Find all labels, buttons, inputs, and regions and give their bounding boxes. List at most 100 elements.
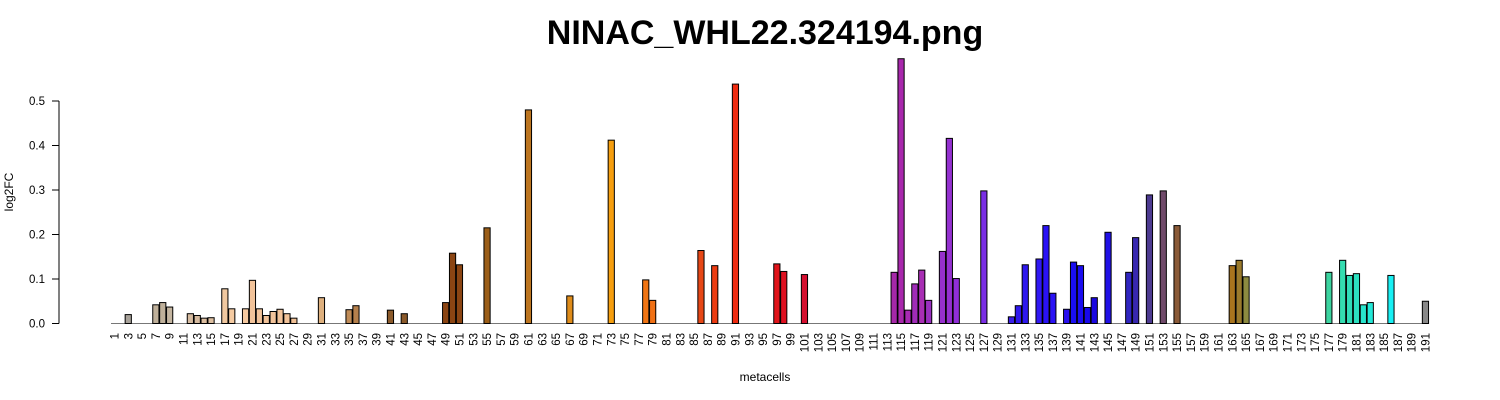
x-tick-label: 121 (937, 333, 949, 352)
x-tick-label: 133 (1020, 333, 1032, 352)
x-tick-label: 161 (1213, 333, 1225, 352)
x-tick-label: 169 (1269, 333, 1281, 352)
x-tick-label: 101 (799, 333, 811, 352)
y-tick-label: 0.4 (29, 141, 46, 153)
x-tick-label: 77 (634, 333, 646, 346)
bar-metacell-88 (711, 265, 719, 324)
bar-metacell-35 (345, 309, 353, 324)
x-axis: 1 3 5 7 9 11 13 15 17 19 21 23 25 27 29 31 33 35 37 39 41 43 4… (109, 333, 1432, 352)
x-tick-label: 105 (827, 333, 839, 352)
x-tick-label: 63 (537, 333, 549, 346)
x-tick-label: 3 (123, 333, 135, 339)
x-tick-label: 135 (1034, 333, 1046, 352)
x-tick-label: 99 (786, 333, 798, 346)
x-tick-label: 189 (1407, 333, 1419, 352)
x-tick-label: 177 (1324, 333, 1336, 352)
x-tick-label: 7 (151, 333, 163, 339)
x-tick-label: 87 (703, 333, 715, 346)
x-tick-label: 97 (772, 333, 784, 346)
bar-metacell-98 (780, 270, 788, 325)
bar-metacell-116 (904, 309, 912, 324)
bar-metacell-164 (1235, 259, 1243, 324)
x-tick-label: 21 (247, 333, 259, 346)
x-tick-label: 129 (993, 333, 1005, 352)
y-tick-label: 0.2 (29, 230, 45, 242)
x-tick-label: 69 (579, 333, 591, 346)
y-axis: 0.0 0.1 0.2 0.3 0.4 0.5 (29, 96, 60, 331)
bar-metacell-101 (800, 274, 809, 324)
x-tick-label: 43 (399, 333, 411, 346)
x-tick-label: 103 (813, 333, 825, 352)
bar-metacell-17 (221, 288, 229, 325)
x-tick-label: 75 (620, 333, 632, 346)
bar-metacell-181 (1352, 273, 1361, 325)
bar-metacell-180 (1345, 274, 1354, 325)
x-tick-label: 123 (951, 333, 963, 352)
bar-metacell-49 (442, 302, 450, 324)
x-tick-label: 167 (1255, 333, 1267, 352)
bar-metacell-149 (1132, 237, 1140, 325)
bar-metacell-165 (1242, 276, 1250, 324)
bar-metacell-55 (483, 227, 491, 324)
x-tick-label: 37 (358, 333, 370, 346)
x-tick-label: 171 (1282, 333, 1294, 352)
x-tick-label: 31 (316, 333, 328, 346)
bar-metacell-163 (1228, 265, 1236, 324)
bar-metacell-26 (283, 313, 291, 324)
bar-metacell-8 (159, 302, 167, 324)
bar-metacell-135 (1035, 258, 1043, 325)
bar-metacell-22 (255, 308, 263, 324)
x-tick-label: 127 (979, 333, 991, 352)
bar-metacell-183 (1366, 302, 1374, 324)
bar-metacell-117 (911, 283, 919, 324)
x-tick-label: 151 (1144, 333, 1156, 352)
chart-title: NINAC_WHL22.324194.png (547, 14, 983, 52)
x-tick-label: 47 (427, 333, 439, 346)
x-tick-label: 147 (1117, 333, 1129, 352)
bar-metacell-91 (731, 83, 740, 324)
bar-metacell-9 (166, 306, 174, 325)
x-tick-label: 109 (855, 333, 867, 352)
y-tick-label: 0.5 (29, 96, 45, 108)
bar-metacell-20 (241, 308, 250, 324)
bar-metacell-50 (448, 252, 457, 324)
x-tick-label: 57 (496, 333, 508, 346)
bar-metacell-115 (897, 58, 905, 324)
y-tick-label: 0.0 (29, 319, 45, 331)
bar-metacell-51 (455, 264, 464, 325)
x-tick-label: 185 (1379, 333, 1391, 352)
bar-metacell-127 (980, 190, 988, 324)
x-tick-label: 137 (1048, 333, 1060, 352)
x-tick-label: 117 (910, 333, 922, 351)
x-tick-label: 15 (206, 333, 218, 346)
bar-metacell-23 (262, 314, 270, 324)
bar-metacell-14 (200, 317, 208, 325)
bar-metacell-7 (152, 304, 160, 324)
bar-metacell-97 (773, 263, 781, 324)
x-tick-label: 33 (330, 333, 342, 346)
bar-metacell-121 (938, 250, 947, 324)
x-tick-label: 13 (192, 333, 204, 346)
x-tick-label: 153 (1158, 333, 1170, 352)
x-tick-label: 191 (1420, 333, 1432, 352)
bar-metacell-61 (524, 109, 533, 325)
x-tick-label: 85 (689, 333, 701, 346)
x-tick-label: 39 (372, 333, 384, 346)
bar-metacell-24 (269, 310, 277, 325)
x-tick-label: 181 (1351, 333, 1363, 352)
x-tick-label: 119 (924, 333, 936, 351)
x-tick-label: 159 (1200, 333, 1212, 352)
x-tick-label: 95 (758, 333, 770, 346)
x-tick-label: 187 (1393, 333, 1405, 352)
x-tick-label: 149 (1131, 333, 1143, 352)
x-tick-label: 115 (896, 333, 908, 351)
x-tick-label: 93 (744, 333, 756, 346)
bar-metacell-153 (1159, 190, 1167, 324)
x-tick-label: 29 (303, 333, 315, 346)
bar-metacell-18 (228, 308, 236, 324)
bar-metacell-79 (649, 299, 657, 324)
bar-metacell-13 (193, 314, 201, 324)
x-tick-label: 67 (565, 333, 577, 346)
x-tick-label: 11 (178, 333, 190, 345)
